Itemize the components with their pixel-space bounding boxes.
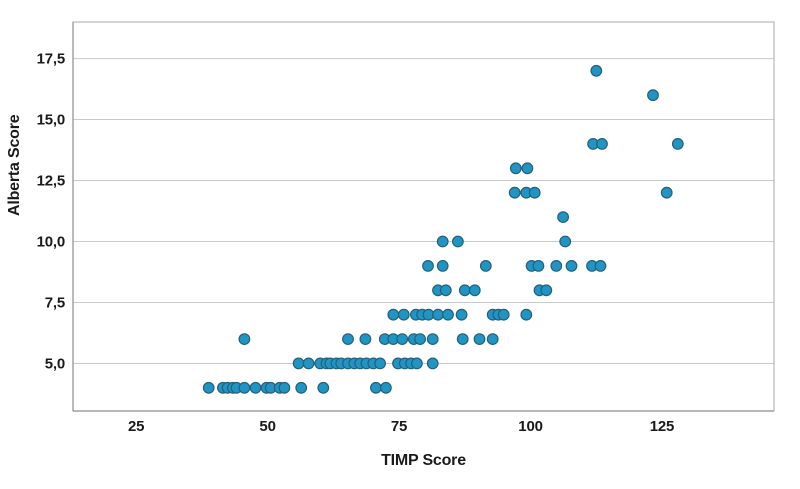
data-point — [426, 357, 439, 370]
data-point — [317, 381, 330, 394]
data-point — [387, 308, 400, 321]
data-point — [422, 260, 434, 272]
data-point — [359, 333, 372, 346]
data-point — [238, 381, 251, 394]
data-point — [473, 333, 486, 346]
data-point — [594, 260, 607, 272]
data-point — [550, 260, 563, 272]
data-point — [540, 284, 553, 297]
data-point — [458, 284, 471, 297]
data-point — [559, 235, 572, 248]
data-point — [528, 186, 541, 199]
data-point — [468, 284, 481, 297]
x-tick-label: 125 — [650, 418, 674, 435]
data-point — [565, 260, 578, 272]
x-tick-label: 50 — [259, 418, 275, 435]
y-tick-label: 7,5 — [45, 294, 65, 311]
data-point — [456, 333, 469, 346]
data-point — [374, 357, 387, 370]
data-point — [302, 357, 315, 370]
plot-frame — [72, 21, 775, 412]
data-point — [397, 308, 410, 321]
data-point — [520, 308, 533, 321]
x-axis-title: TIMP Score — [381, 452, 466, 469]
data-point — [380, 381, 392, 394]
data-point — [486, 333, 499, 346]
data-point — [414, 333, 427, 346]
data-point — [590, 64, 603, 77]
data-point — [660, 186, 673, 199]
data-point — [432, 308, 444, 321]
data-point — [278, 381, 291, 394]
y-tick-label: 17,5 — [37, 51, 65, 68]
y-tick-label: 15,0 — [37, 112, 65, 129]
data-point — [342, 333, 354, 346]
data-point — [479, 260, 492, 272]
data-point — [436, 235, 449, 248]
data-point — [442, 308, 454, 321]
data-point — [370, 381, 382, 394]
data-point — [497, 308, 510, 321]
data-point — [452, 235, 464, 248]
data-point — [439, 284, 452, 297]
data-point — [557, 211, 569, 224]
data-point — [532, 260, 545, 272]
x-tick-label: 100 — [518, 418, 542, 435]
x-tick-label: 75 — [391, 418, 407, 435]
x-tick-label: 25 — [128, 418, 144, 435]
y-tick-label: 12,5 — [37, 173, 65, 190]
data-point — [411, 357, 423, 370]
data-point — [521, 162, 534, 175]
data-point — [596, 137, 608, 150]
data-point — [426, 333, 439, 346]
data-point — [436, 260, 449, 272]
y-tick-label: 10,0 — [37, 233, 65, 250]
data-point — [202, 381, 215, 394]
data-point — [238, 333, 251, 346]
y-tick-label: 5,0 — [45, 355, 65, 372]
data-point — [295, 381, 308, 394]
data-point — [647, 89, 659, 102]
data-point — [292, 357, 305, 370]
data-point — [509, 162, 522, 175]
data-point — [671, 137, 684, 150]
data-point — [396, 333, 409, 346]
data-point — [249, 381, 262, 394]
data-point — [508, 186, 521, 199]
data-point — [455, 308, 468, 321]
